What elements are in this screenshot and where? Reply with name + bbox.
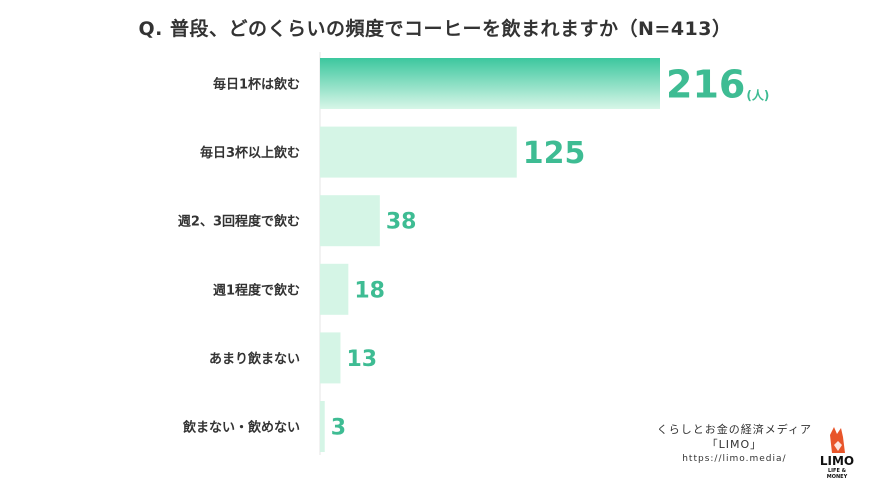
bar bbox=[320, 58, 660, 109]
category-label: 週1程度で飲む bbox=[213, 282, 300, 298]
category-label: 毎日3杯以上飲む bbox=[200, 145, 300, 161]
fox-icon bbox=[830, 427, 845, 453]
bar bbox=[320, 401, 325, 452]
value-label: 13 bbox=[346, 347, 377, 372]
limo-logo: LIMO LIFE & MONEY bbox=[818, 425, 856, 480]
footer: くらしとお金の経済メディア 「LIMO」 https://limo.media/ bbox=[657, 422, 812, 467]
bar bbox=[320, 195, 380, 247]
logo-text: LIMO bbox=[819, 454, 855, 468]
bar bbox=[320, 263, 349, 315]
chart-title: Q. 普段、どのくらいの頻度でコーヒーを飲まれますか（N=413） bbox=[138, 18, 732, 40]
footer-brand: 「LIMO」 bbox=[706, 438, 763, 451]
category-label: 毎日1杯は飲む bbox=[213, 77, 300, 93]
unit-label: (人) bbox=[746, 88, 769, 103]
footer-tagline: くらしとお金の経済メディア bbox=[656, 423, 812, 436]
value-label: 3 bbox=[331, 416, 346, 441]
value-label: 125 bbox=[523, 136, 586, 171]
footer-url: https://limo.media/ bbox=[682, 454, 787, 464]
logo-subtext: LIFE & MONEY bbox=[826, 468, 848, 480]
value-label: 38 bbox=[386, 210, 417, 235]
bar bbox=[320, 126, 517, 178]
value-label: 216 bbox=[666, 63, 745, 107]
category-label: 飲まない・飲めない bbox=[182, 420, 300, 436]
bar bbox=[320, 332, 341, 384]
category-label: あまり飲まない bbox=[209, 351, 300, 367]
value-label: 18 bbox=[354, 278, 385, 303]
category-label: 週2、3回程度で飲む bbox=[178, 214, 300, 230]
